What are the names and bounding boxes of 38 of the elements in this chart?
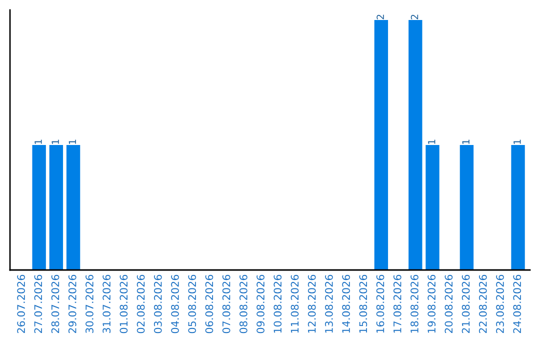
x-tick-label: 19.08.2026 — [428, 274, 436, 333]
x-tick-label: 21.08.2026 — [462, 274, 470, 334]
x-tick-label: 11.08.2026 — [290, 274, 299, 333]
x-tick-label: 08.08.2026 — [239, 274, 248, 334]
x-tick-label: 18.08.2026 — [410, 274, 418, 333]
x-tick-label: 02.08.2026 — [136, 274, 145, 334]
x-tick-label: 07.08.2026 — [222, 274, 230, 334]
x-tick-label: 04.08.2026 — [171, 274, 179, 334]
x-tick-label: 22.08.2026 — [478, 274, 487, 334]
x-tick-label: 15.08.2026 — [359, 274, 368, 333]
data-label: 1 — [34, 140, 42, 144]
data-label: 1 — [462, 140, 470, 144]
x-tick-label: 05.08.2026 — [188, 274, 196, 334]
x-tick-label: 27.07.2026 — [34, 274, 42, 334]
x-tick-label: 12.08.2026 — [308, 274, 316, 333]
x-tick-label: 03.08.2026 — [154, 274, 162, 334]
data-label: 1 — [514, 140, 521, 144]
data-label: 1 — [68, 140, 76, 144]
x-tick-label: 10.08.2026 — [274, 274, 282, 333]
x-tick-label: 09.08.2026 — [256, 274, 264, 334]
x-tick-label: 14.08.2026 — [342, 274, 350, 333]
x-tick-label: 26.07.2026 — [17, 274, 25, 334]
data-label: 2 — [376, 14, 384, 20]
x-tick-label: 13.08.2026 — [325, 274, 333, 333]
x-tick-label: 30.07.2026 — [86, 274, 94, 334]
x-tick-label: 17.08.2026 — [393, 274, 402, 333]
x-tick-label: 01.08.2026 — [120, 274, 128, 334]
x-tick-label: 31.07.2026 — [102, 274, 111, 334]
x-tick-label: 29.07.2026 — [68, 274, 76, 334]
x-tick-label: 28.07.2026 — [51, 274, 60, 334]
data-label: 1 — [52, 140, 59, 144]
x-tick-label: 06.08.2026 — [205, 274, 214, 334]
x-tick-label: 20.08.2026 — [444, 274, 453, 334]
x-tick-label: 23.08.2026 — [496, 274, 504, 334]
x-tick-label: 24.08.2026 — [513, 274, 522, 334]
data-label: 1 — [428, 140, 436, 144]
data-label: 2 — [410, 14, 418, 20]
x-tick-label: 16.08.2026 — [376, 274, 384, 333]
